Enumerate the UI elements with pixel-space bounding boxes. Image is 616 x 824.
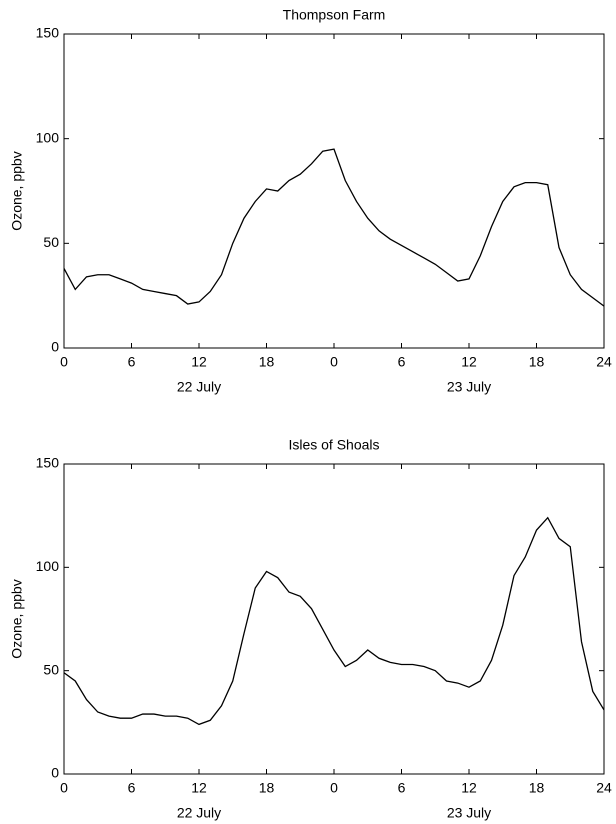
plot-frame — [63, 33, 605, 349]
y-tick-label: 0 — [51, 765, 59, 781]
x-tick-label: 18 — [259, 354, 275, 370]
x-tick-label: 24 — [596, 780, 612, 796]
plot-frame — [63, 463, 605, 775]
x-tick-label: 12 — [461, 780, 477, 796]
x-tick-label: 0 — [330, 354, 338, 370]
y-tick-label: 150 — [36, 455, 60, 471]
x-tick-label: 0 — [330, 780, 338, 796]
day-label: 22 July — [177, 379, 221, 395]
y-tick-label: 100 — [36, 129, 60, 145]
chart-title: Isles of Shoals — [288, 437, 379, 453]
x-tick-label: 6 — [128, 780, 136, 796]
ozone-line — [63, 148, 605, 307]
day-label: 22 July — [177, 805, 221, 821]
x-tick-label: 0 — [60, 354, 68, 370]
x-tick-label: 18 — [529, 780, 545, 796]
y-tick-label: 150 — [36, 25, 60, 41]
y-tick-label: 50 — [43, 661, 59, 677]
x-tick-label: 12 — [461, 354, 477, 370]
ozone-line — [63, 516, 605, 726]
y-tick-label: 0 — [51, 339, 59, 355]
x-tick-label: 12 — [191, 780, 207, 796]
y-tick-label: 100 — [36, 558, 60, 574]
x-tick-label: 0 — [60, 780, 68, 796]
y-tick-label: 50 — [43, 234, 59, 250]
day-label: 23 July — [447, 805, 491, 821]
x-tick-label: 24 — [596, 354, 612, 370]
x-tick-label: 18 — [529, 354, 545, 370]
x-tick-label: 6 — [398, 354, 406, 370]
x-tick-label: 12 — [191, 354, 207, 370]
y-axis-label: Ozone, ppbv — [9, 579, 25, 658]
y-axis-label: Ozone, ppbv — [9, 151, 25, 230]
x-tick-label: 18 — [259, 780, 275, 796]
x-tick-label: 6 — [128, 354, 136, 370]
day-label: 23 July — [447, 379, 491, 395]
chart-title: Thompson Farm — [283, 7, 386, 23]
x-tick-label: 6 — [398, 780, 406, 796]
